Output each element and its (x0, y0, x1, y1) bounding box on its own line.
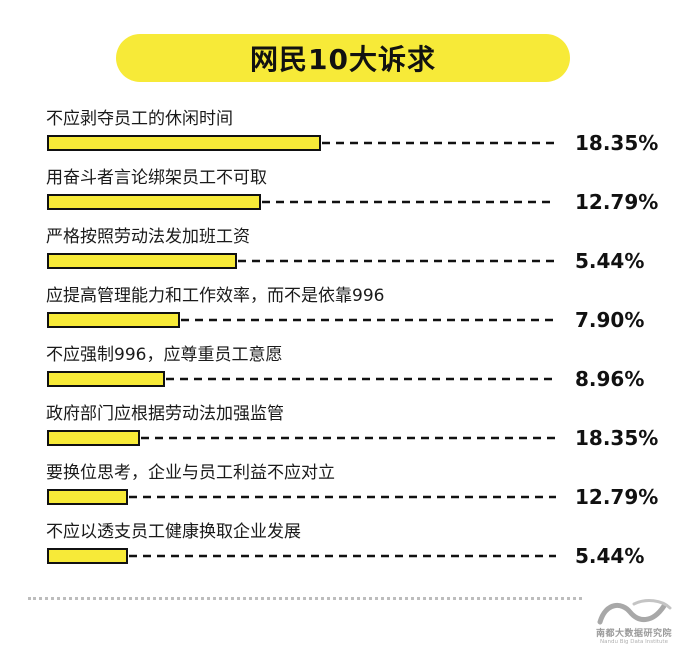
value-label: 12.79% (575, 485, 658, 509)
brand-logo: 南都大数据研究院 Nandu Big Data Institute (594, 598, 674, 652)
logo-name-en: Nandu Big Data Institute (600, 639, 668, 645)
bottom-divider (28, 597, 582, 600)
bar (47, 371, 165, 387)
category-label: 政府部门应根据劳动法加强监管 (46, 404, 284, 424)
category-label: 应提高管理能力和工作效率，而不是依靠996 (46, 286, 384, 306)
logo-name-cn: 南都大数据研究院 (595, 629, 672, 639)
bar (47, 253, 237, 269)
category-label: 不应以透支员工健康换取企业发展 (46, 522, 301, 542)
value-label: 18.35% (575, 131, 658, 155)
bar (47, 135, 321, 151)
bar (47, 430, 140, 446)
value-label: 18.35% (575, 426, 658, 450)
bar (47, 489, 128, 505)
value-label: 5.44% (575, 249, 644, 273)
bar-chart: 不应剥夺员工的休闲时间 18.35% 用奋斗者言论绑架员工不可取 12.79% 严格按照… (46, 109, 658, 568)
category-label: 不应剥夺员工的休闲时间 (46, 109, 233, 129)
category-label: 不应强制996，应尊重员工意愿 (46, 345, 282, 365)
category-label: 要换位思考，企业与员工利益不应对立 (46, 463, 335, 483)
bar (47, 194, 261, 210)
value-label: 8.96% (575, 367, 644, 391)
value-label: 7.90% (575, 308, 644, 332)
chart-title: 网民10大诉求 (250, 43, 436, 76)
bar (47, 548, 128, 564)
category-label: 用奋斗者言论绑架员工不可取 (46, 168, 267, 188)
value-label: 5.44% (575, 544, 644, 568)
wave-logo-icon (597, 599, 672, 625)
category-label: 严格按照劳动法发加班工资 (46, 227, 250, 247)
value-label: 12.79% (575, 190, 658, 214)
chart-title-pill: 网民10大诉求 (116, 34, 570, 82)
bar (47, 312, 180, 328)
